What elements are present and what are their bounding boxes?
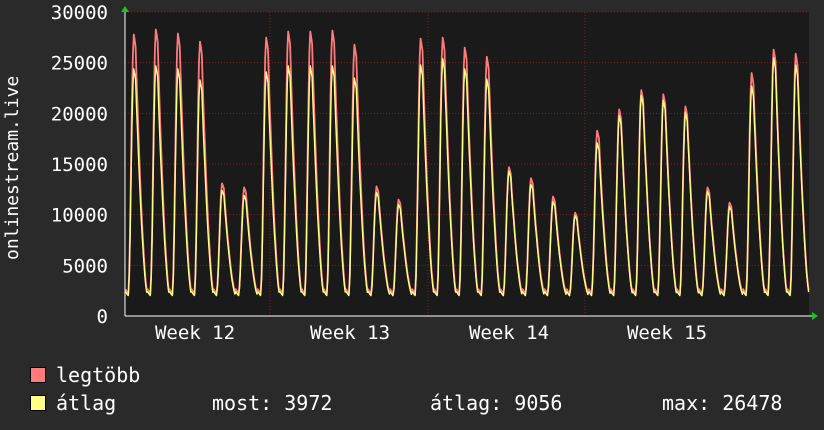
y-tick-label: 20000 (51, 103, 108, 125)
legend-item-max: legtöbb (30, 363, 140, 387)
legend-label-max: legtöbb (56, 363, 141, 387)
x-tick-label: Week 14 (469, 322, 549, 344)
series-line-avg (124, 57, 810, 297)
x-tick-label: Week 13 (310, 322, 390, 344)
series-lines (124, 28, 810, 297)
legend-label-avg: átlag (56, 391, 117, 415)
y-tick-label: 5000 (62, 255, 108, 277)
y-tick-label: 10000 (51, 205, 108, 227)
x-tick-label: Week 15 (627, 322, 707, 344)
axes (121, 6, 818, 320)
legend-swatch-avg (30, 395, 46, 411)
legend-item-avg: átlag (30, 391, 116, 415)
y-tick-label: 15000 (51, 154, 108, 176)
x-tick-label: Week 12 (155, 322, 235, 344)
y-tick-label: 30000 (51, 2, 108, 24)
stat-now: most: 3972 (212, 391, 333, 415)
x-tick-labels: Week 12 Week 13 Week 14 Week 15 (155, 322, 707, 344)
y-axis-label: onlinestream.live (2, 75, 23, 261)
legend-swatch-max (30, 367, 46, 383)
stat-max: max: 26478 (662, 391, 783, 415)
stat-average: átlag: 9056 (430, 391, 563, 415)
grid-lines (125, 11, 809, 316)
y-tick-label: 25000 (51, 53, 108, 75)
y-tick-labels: 0 5000 10000 15000 20000 25000 30000 (51, 2, 108, 328)
x-axis-arrow (812, 312, 818, 320)
y-axis-arrow (121, 6, 129, 12)
y-tick-label: 0 (97, 306, 108, 328)
